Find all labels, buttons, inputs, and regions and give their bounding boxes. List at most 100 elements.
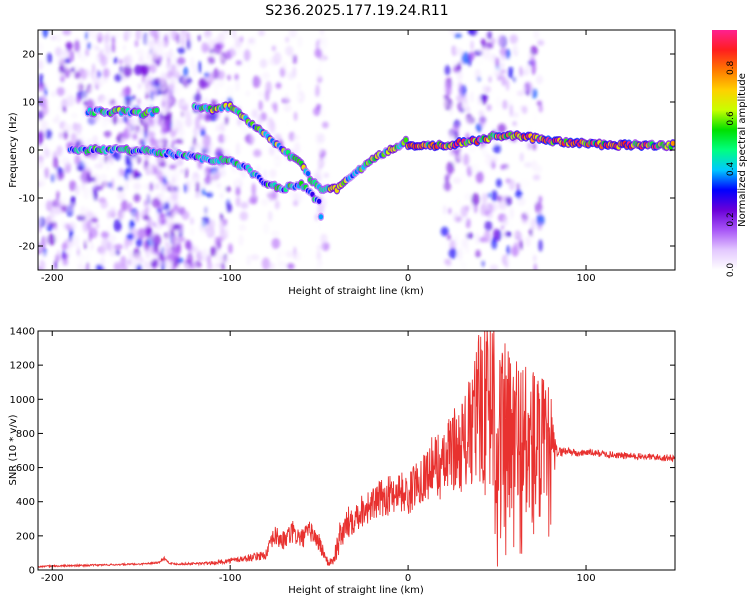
noise-blob: [186, 39, 191, 51]
noise-blob: [297, 82, 302, 91]
noise-blob: [505, 231, 512, 238]
noise-blob: [124, 215, 129, 222]
noise-blob: [168, 48, 173, 58]
noise-blob: [222, 30, 229, 34]
noise-blob: [316, 244, 321, 255]
noise-blob: [43, 79, 50, 90]
noise-blob: [189, 217, 195, 225]
noise-blob: [94, 56, 102, 66]
noise-blob: [531, 88, 538, 99]
noise-blob: [56, 190, 60, 201]
noise-blob: [454, 196, 463, 207]
noise-blob: [237, 46, 242, 57]
noise-blob: [296, 92, 301, 102]
noise-blob: [143, 183, 150, 190]
noise-blob: [320, 233, 328, 245]
noise-blob: [271, 45, 276, 52]
noise-blob: [130, 257, 137, 270]
noise-blob: [292, 134, 300, 141]
noise-blob: [38, 224, 42, 234]
noise-blob: [532, 111, 538, 123]
noise-blob: [180, 100, 187, 108]
noise-blob: [520, 69, 530, 76]
noise-blob: [113, 219, 122, 232]
spectrogram-x-axis: -200 -100 0 100: [41, 30, 596, 284]
noise-blob: [470, 40, 474, 51]
noise-blob: [40, 119, 47, 133]
noise-blob: [46, 52, 53, 64]
colorbar-tick-label: 0.4: [726, 162, 736, 177]
noise-blob: [497, 123, 507, 134]
noise-blob: [514, 40, 519, 53]
noise-blob: [220, 262, 226, 270]
noise-blob: [66, 85, 72, 98]
noise-blob: [131, 94, 136, 101]
noise-blob: [318, 94, 326, 102]
noise-blob: [45, 200, 54, 212]
noise-blob: [150, 162, 154, 175]
noise-blob: [169, 77, 175, 86]
noise-blob: [178, 85, 185, 91]
noise-blob: [59, 200, 65, 207]
noise-blob: [234, 73, 239, 81]
noise-blob: [315, 67, 322, 79]
noise-blob: [530, 217, 536, 231]
noise-blob: [532, 142, 537, 151]
noise-blob: [489, 155, 499, 163]
noise-blob: [474, 258, 483, 266]
colorbar-tick-label: 0.0: [726, 263, 736, 278]
y-tick-label: -10: [19, 194, 35, 205]
noise-blob: [284, 93, 289, 102]
noise-blob: [92, 227, 97, 238]
noise-blob: [53, 260, 58, 270]
noise-blob: [174, 183, 180, 196]
noise-blob: [257, 115, 262, 127]
noise-blob: [170, 130, 176, 138]
noise-blob: [77, 262, 84, 270]
noise-blob: [114, 73, 123, 82]
noise-blob: [135, 237, 143, 248]
noise-blob: [519, 66, 523, 77]
noise-blob: [80, 159, 89, 168]
noise-blob: [474, 68, 481, 81]
noise-blob: [216, 236, 225, 242]
noise-blob: [499, 69, 507, 75]
ridge-core: [154, 107, 159, 113]
noise-blob: [315, 40, 320, 51]
noise-blob: [505, 141, 512, 149]
noise-blob: [76, 165, 83, 172]
noise-blob: [258, 91, 263, 97]
noise-blob: [50, 35, 57, 41]
noise-blob: [491, 237, 498, 250]
noise-blob: [113, 243, 123, 250]
spectrogram-y-axis: -20 -10 0 10 20: [19, 50, 675, 253]
noise-blob: [475, 171, 484, 184]
noise-blob: [513, 231, 520, 238]
noise-blob: [170, 235, 178, 244]
noise-blob: [460, 205, 468, 218]
noise-blob: [484, 156, 491, 166]
noise-blob: [224, 223, 230, 236]
snr-frame: [37, 330, 676, 571]
noise-blob: [186, 76, 192, 85]
ridge-core: [670, 140, 675, 146]
noise-blob: [150, 30, 159, 39]
noise-blob: [197, 34, 201, 42]
noise-blob: [507, 66, 514, 79]
noise-blob: [321, 241, 330, 251]
noise-blob: [166, 260, 172, 270]
noise-blob: [198, 111, 205, 120]
noise-blob: [141, 81, 151, 94]
noise-blob: [240, 36, 244, 43]
noise-blob: [75, 95, 81, 104]
noise-blob: [274, 77, 282, 83]
noise-blob: [500, 164, 505, 171]
noise-blob: [258, 100, 263, 111]
noise-blob: [317, 258, 321, 266]
noise-blob: [230, 45, 236, 57]
noise-blob: [321, 106, 327, 119]
noise-blob: [288, 30, 298, 39]
noise-blob: [491, 37, 496, 45]
noise-blob: [491, 190, 498, 202]
noise-blob: [282, 228, 286, 237]
